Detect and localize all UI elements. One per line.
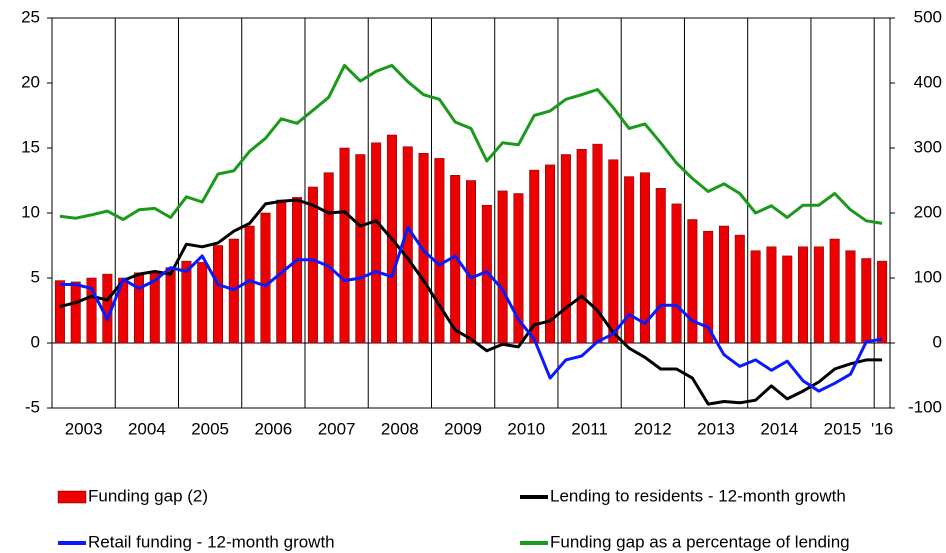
bar [434, 158, 445, 344]
x-tick-label: '16 [871, 419, 893, 438]
x-tick-label: 2003 [65, 419, 103, 438]
y-tick-label: 10 [21, 202, 40, 221]
bar [197, 262, 208, 344]
y2-tick-label: 100 [914, 267, 942, 286]
bar [181, 260, 192, 344]
bar [133, 272, 144, 344]
bar [323, 172, 334, 344]
bar [86, 277, 97, 344]
line [59, 198, 883, 406]
y-tick-label: 25 [21, 7, 40, 26]
bar [402, 146, 413, 344]
bar [244, 225, 255, 344]
bar [798, 246, 809, 344]
x-tick-label: 2015 [824, 419, 862, 438]
x-tick-label: 2004 [128, 419, 166, 438]
legend-label: Funding gap as a percentage of lending [550, 532, 850, 551]
bar [671, 203, 682, 344]
x-tick-label: 2014 [760, 419, 798, 438]
bar [165, 267, 176, 344]
y2-tick-label: 300 [914, 137, 942, 156]
bar [655, 188, 666, 344]
x-tick-label: 2011 [571, 419, 608, 438]
y-tick-label: 0 [31, 332, 40, 351]
y2-tick-label: 200 [914, 202, 942, 221]
x-tick-label: 2010 [507, 419, 545, 438]
bar [782, 255, 793, 344]
x-tick-label: 2013 [697, 419, 735, 438]
bar [529, 169, 540, 344]
bar [829, 238, 840, 344]
bar [292, 197, 303, 344]
plot-frame [51, 17, 891, 409]
bar [213, 245, 224, 344]
bar [766, 246, 777, 344]
bar [639, 172, 650, 344]
x-tick-label: 2007 [318, 419, 356, 438]
bar [560, 154, 571, 344]
legend-label: Funding gap (2) [88, 486, 208, 505]
x-tick-label: 2005 [191, 419, 229, 438]
y-tick-label: 15 [21, 137, 40, 156]
x-tick-label: 2009 [444, 419, 482, 438]
bar [371, 142, 382, 344]
bar [624, 176, 635, 344]
y2-tick-label: 400 [914, 72, 942, 91]
bar [687, 219, 698, 344]
legend-label: Lending to residents - 12-month growth [550, 486, 846, 505]
bar [260, 212, 271, 344]
bar [339, 147, 350, 344]
bar [813, 246, 824, 344]
bar [70, 281, 81, 344]
bar [466, 180, 476, 344]
bar [513, 193, 524, 344]
line [59, 225, 883, 393]
y-tick-label: -5 [25, 397, 40, 416]
bar [718, 225, 729, 344]
legend-label: Retail funding - 12-month growth [88, 532, 335, 551]
bar [734, 234, 745, 344]
line [59, 63, 883, 225]
bar [845, 250, 856, 344]
y2-tick-label: -100 [908, 397, 942, 416]
x-tick-label: 2012 [634, 419, 672, 438]
bar [703, 230, 714, 344]
bar [750, 250, 761, 344]
y2-tick-label: 0 [933, 332, 942, 351]
y2-tick-label: 500 [914, 7, 942, 26]
bar [576, 149, 587, 344]
bar [307, 186, 318, 344]
bar [497, 190, 508, 344]
bar [54, 280, 65, 344]
bar [608, 159, 619, 344]
x-tick-label: 2006 [254, 419, 292, 438]
y-tick-label: 5 [31, 267, 40, 286]
bar [877, 260, 888, 344]
bar [355, 154, 366, 344]
x-tick-label: 2008 [381, 419, 419, 438]
bar [861, 258, 872, 344]
y-tick-label: 20 [21, 72, 40, 91]
legend-swatch [57, 490, 87, 504]
bar [545, 164, 556, 344]
